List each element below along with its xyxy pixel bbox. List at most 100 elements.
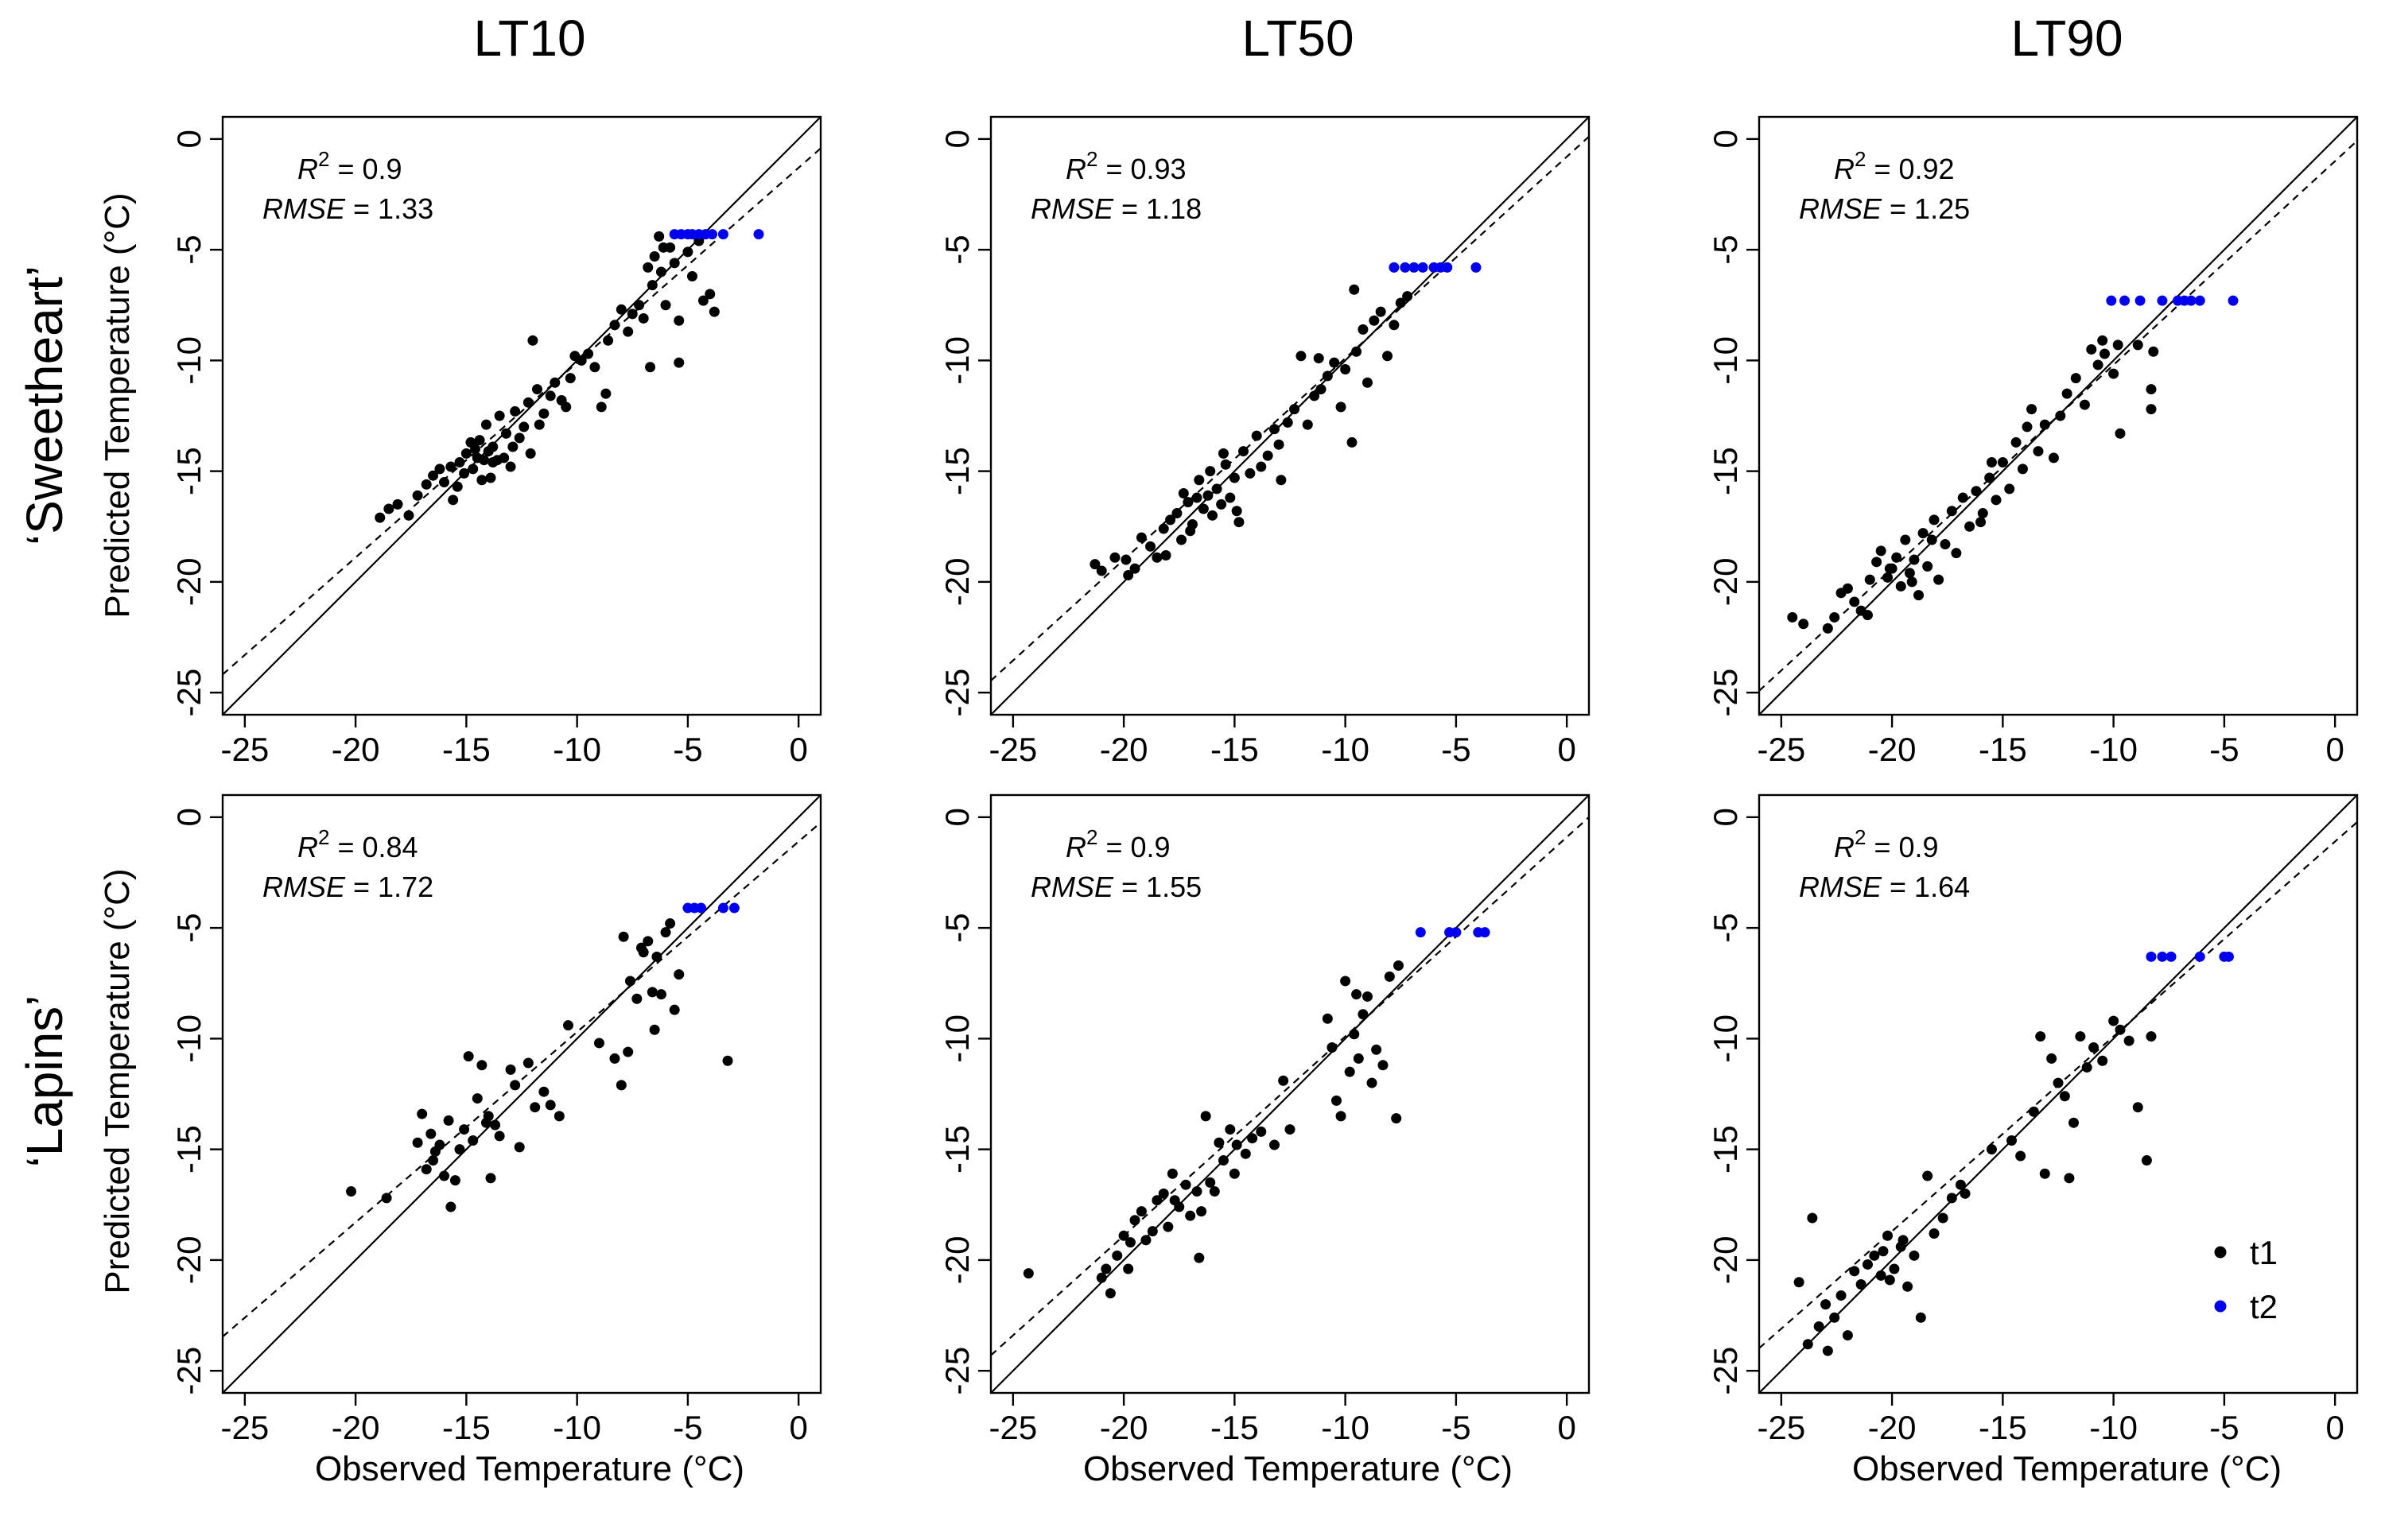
data-point-t1	[1194, 475, 1205, 486]
data-point-t1	[1251, 430, 1262, 441]
data-point-t1	[507, 441, 519, 452]
data-point-t1	[1977, 508, 1988, 519]
regression-line	[1759, 140, 2357, 692]
data-point-t1	[658, 242, 669, 253]
y-tick-label: -5	[1707, 913, 1744, 942]
x-tick-label: 0	[1557, 731, 1575, 768]
data-point-t1	[1822, 623, 1833, 634]
identity-line	[991, 117, 1589, 715]
data-point-t1	[649, 1024, 660, 1035]
y-tick-label: -15	[1707, 447, 1744, 495]
data-point-t1	[1984, 472, 1995, 483]
data-point-t1	[452, 481, 463, 492]
y-tick-label: -25	[938, 1347, 976, 1395]
plot-area	[991, 117, 1589, 715]
data-point-t1	[1340, 976, 1351, 987]
data-point-t1	[1205, 1177, 1216, 1188]
data-point-t1	[1878, 1246, 1889, 1257]
data-point-t1	[1278, 1075, 1289, 1086]
x-tick-label: -20	[332, 731, 380, 768]
data-point-t1	[545, 390, 556, 401]
y-tick-label: 0	[170, 130, 208, 148]
data-point-t1	[505, 1064, 516, 1075]
y-tick-label: -15	[938, 447, 976, 495]
data-point-t1	[468, 1135, 479, 1146]
data-point-t1	[1344, 1066, 1355, 1077]
data-point-t1	[2046, 1053, 2057, 1064]
data-point-t1	[609, 1053, 620, 1064]
y-tick-label: -10	[170, 1014, 208, 1063]
data-point-t1	[589, 362, 600, 373]
y-tick-label: -25	[1707, 1347, 1744, 1395]
y-tick-label: -25	[1707, 669, 1744, 717]
data-point-t1	[647, 280, 658, 291]
data-point-t2	[1470, 262, 1482, 273]
data-point-t1	[1238, 446, 1249, 457]
data-point-t1	[631, 993, 643, 1004]
data-point-t1	[476, 475, 487, 486]
data-point-t1	[1813, 1321, 1824, 1332]
data-point-t1	[445, 1201, 456, 1212]
rmse-annotation: RMSE = 1.33	[262, 192, 433, 225]
data-point-t1	[593, 1038, 604, 1049]
data-point-t1	[1163, 1221, 1174, 1232]
data-point-t1	[485, 1173, 496, 1184]
data-point-t2	[717, 902, 728, 914]
y-tick-label: 0	[1707, 808, 1744, 826]
data-point-t1	[1269, 424, 1280, 435]
plot-area	[1759, 117, 2357, 715]
x-tick-label: 0	[789, 731, 807, 768]
data-point-t1	[1822, 1345, 1833, 1356]
data-point-t1	[1829, 611, 1840, 623]
data-point-t1	[647, 987, 658, 998]
data-point-t1	[434, 1139, 445, 1150]
plot-frame	[989, 115, 1591, 716]
data-point-t1	[2059, 1091, 2070, 1102]
y-tick-label: -10	[938, 1014, 976, 1063]
x-tick-label: -25	[989, 1409, 1038, 1446]
data-point-t2	[2146, 951, 2157, 962]
data-point-t1	[1171, 508, 1183, 519]
data-point-t1	[1349, 284, 1360, 295]
data-point-t1	[2033, 446, 2044, 457]
data-point-t1	[2026, 404, 2037, 415]
data-point-t1	[618, 931, 629, 942]
data-point-t1	[545, 1100, 556, 1111]
data-point-t1	[538, 408, 550, 419]
data-point-t1	[1366, 1077, 1377, 1088]
data-point-t1	[2068, 1117, 2079, 1128]
data-point-t1	[1382, 351, 1393, 362]
x-tick-label: -25	[221, 1409, 270, 1446]
x-tick-label: 0	[2325, 731, 2344, 768]
data-point-t1	[1136, 532, 1147, 543]
data-point-t1	[565, 373, 576, 384]
y-tick-label: -5	[938, 235, 976, 264]
data-point-t1	[2039, 419, 2050, 430]
data-point-t1	[2108, 1015, 2119, 1026]
data-point-t1	[1358, 1009, 1369, 1020]
data-point-t1	[525, 448, 536, 459]
data-point-t1	[1971, 486, 1982, 497]
data-point-t1	[1322, 1013, 1333, 1024]
data-point-t1	[1902, 1281, 1913, 1292]
data-point-t1	[454, 1144, 465, 1155]
plot-frame	[1758, 115, 2359, 716]
y-tick-label: -20	[1707, 558, 1744, 607]
data-point-t1	[439, 1170, 450, 1181]
data-point-t1	[1946, 506, 1957, 517]
data-point-t1	[674, 969, 685, 980]
data-point-t1	[1140, 1235, 1152, 1246]
data-point-t1	[2039, 1168, 2050, 1179]
data-point-t1	[479, 455, 490, 466]
data-point-t1	[1147, 1226, 1158, 1237]
data-point-t1	[1898, 1235, 1909, 1246]
r2-annotation: R2 = 0.9	[1834, 825, 1939, 863]
data-point-t1	[1218, 1155, 1229, 1166]
y-tick-label: -15	[170, 1125, 208, 1173]
data-point-t2	[1389, 262, 1400, 273]
data-point-t1	[645, 362, 656, 373]
data-point-t1	[643, 936, 654, 947]
row-title-sweetheart: ‘Sweetheart’	[16, 266, 73, 545]
data-point-t1	[1129, 563, 1140, 574]
data-point-t1	[1105, 1288, 1116, 1299]
